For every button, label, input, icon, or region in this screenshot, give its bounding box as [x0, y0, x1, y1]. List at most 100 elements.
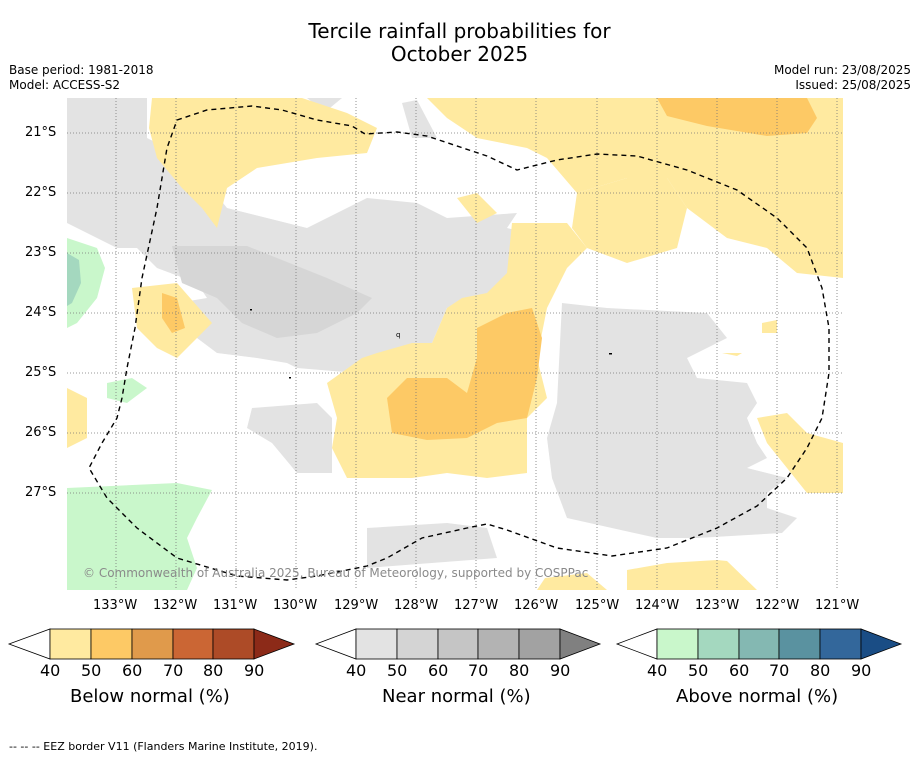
colorbar-near-label: Near normal (%) [382, 686, 531, 707]
lat-label: 23°S [25, 245, 57, 260]
colorbar-below-swatch [212, 628, 255, 660]
below-normal-50-region-west [162, 293, 185, 333]
map-title-line1: Tercile rainfall probabilities for [308, 19, 611, 43]
colorbar-tick: 80 [810, 661, 831, 680]
colorbar-tick: 70 [163, 661, 184, 680]
colorbar-below-swatch [172, 628, 214, 660]
colorbar-tick: 40 [647, 661, 668, 680]
colorbar-near [314, 628, 602, 660]
colorbar-below-swatch [49, 628, 92, 660]
lon-label: 125°W [575, 598, 620, 613]
map-svg: q [67, 98, 843, 590]
lat-label: 27°S [25, 485, 57, 500]
colorbar-near-swatch [396, 628, 439, 660]
lon-label: 133°W [93, 598, 138, 613]
colorbar-above-label: Above normal (%) [676, 686, 839, 707]
near-normal-50-regions [172, 246, 372, 338]
below-normal-region-north-west [149, 98, 377, 228]
below-normal-region-far-west [67, 388, 87, 448]
colorbar-below-swatch [131, 628, 174, 660]
base-period: Base period: 1981-2018 [9, 63, 154, 77]
map-title-line2: October 2025 [390, 42, 529, 66]
island-marker: q [396, 331, 400, 339]
above-normal-region-small [107, 378, 147, 403]
below-normal-region-center [572, 178, 687, 263]
lon-label: 124°W [635, 598, 680, 613]
colorbar-tick: 40 [346, 661, 367, 680]
below-normal-region-north-east [427, 98, 843, 278]
gridlines [67, 98, 843, 590]
lon-label: 130°W [273, 598, 318, 613]
model-name: Model: ACCESS-S2 [9, 78, 121, 92]
lon-label: 122°W [755, 598, 800, 613]
colorbar-tick: 70 [468, 661, 489, 680]
lon-label: 121°W [815, 598, 860, 613]
colorbar-tick: 90 [244, 661, 265, 680]
near-normal-50-region [172, 246, 372, 338]
lon-label: 128°W [394, 598, 439, 613]
island-dot-2 [250, 309, 252, 311]
lat-label: 21°S [25, 125, 57, 140]
colorbar-above-under [615, 628, 658, 660]
colorbar-near-swatch [355, 628, 398, 660]
near-normal-region-south-west [247, 403, 332, 473]
colorbar-tick: 50 [387, 661, 408, 680]
lon-label: 123°W [695, 598, 740, 613]
colorbar-tick: 60 [428, 661, 449, 680]
near-normal-region-south [367, 523, 497, 568]
island-dot-1 [609, 353, 612, 355]
colorbar-above-over [860, 628, 903, 660]
probability-map: q [67, 98, 843, 590]
colorbar-near-over [559, 628, 602, 660]
lon-label: 131°W [213, 598, 258, 613]
near-normal-region-east [547, 303, 797, 538]
colorbar-below-over [253, 628, 296, 660]
colorbar-tick: 80 [509, 661, 530, 680]
colorbar-near-swatch [437, 628, 479, 660]
eez-footnote: -- -- -- EEZ border V11 (Flanders Marine… [9, 740, 318, 753]
colorbar-tick: 90 [550, 661, 571, 680]
above-normal-50-regions [67, 253, 81, 306]
below-normal-region-east-1 [762, 320, 777, 333]
colorbar-below-under [7, 628, 51, 660]
colorbar-near-swatch [518, 628, 561, 660]
colorbar-tick: 40 [40, 661, 61, 680]
lat-label: 26°S [25, 425, 57, 440]
above-normal-50-region-west [67, 253, 81, 306]
below-normal-region-east-2 [722, 353, 742, 356]
issued-date: Issued: 25/08/2025 [795, 78, 911, 92]
below-normal-region-upper-center [457, 193, 497, 223]
colorbar-above [615, 628, 903, 660]
colorbar-below-label: Below normal (%) [70, 686, 230, 707]
colorbar-below [7, 628, 296, 660]
lon-label: 127°W [454, 598, 499, 613]
colorbar-tick: 90 [851, 661, 872, 680]
colorbar-above-swatch [819, 628, 862, 660]
colorbar-above-swatch [738, 628, 780, 660]
model-run: Model run: 23/08/2025 [773, 63, 911, 77]
lon-label: 129°W [334, 598, 379, 613]
colorbar-tick: 50 [688, 661, 709, 680]
eez-border [88, 105, 830, 581]
colorbar-above-swatch [778, 628, 821, 660]
colorbar-near-under [314, 628, 357, 660]
colorbar-tick: 80 [203, 661, 224, 680]
colorbar-above-swatch [656, 628, 699, 660]
lat-label: 25°S [25, 365, 57, 380]
lon-label: 132°W [153, 598, 198, 613]
near-normal-region-north [307, 98, 342, 112]
colorbar-near-swatch [477, 628, 520, 660]
colorbars-svg [7, 628, 903, 660]
below-normal-50-region-center [387, 308, 542, 440]
colorbar-tick: 50 [81, 661, 102, 680]
colorbar-above-swatch [697, 628, 740, 660]
lat-label: 22°S [25, 185, 57, 200]
colorbar-below-swatch [90, 628, 133, 660]
lon-label: 126°W [514, 598, 559, 613]
near-normal-region-north-2 [402, 100, 437, 138]
copyright-notice: © Commonwealth of Australia 2025, Bureau… [83, 566, 589, 580]
colorbar-tick: 60 [122, 661, 143, 680]
below-normal-region-south-2 [537, 573, 607, 590]
below-normal-region-south [627, 560, 757, 590]
island-dot-3 [289, 377, 291, 379]
